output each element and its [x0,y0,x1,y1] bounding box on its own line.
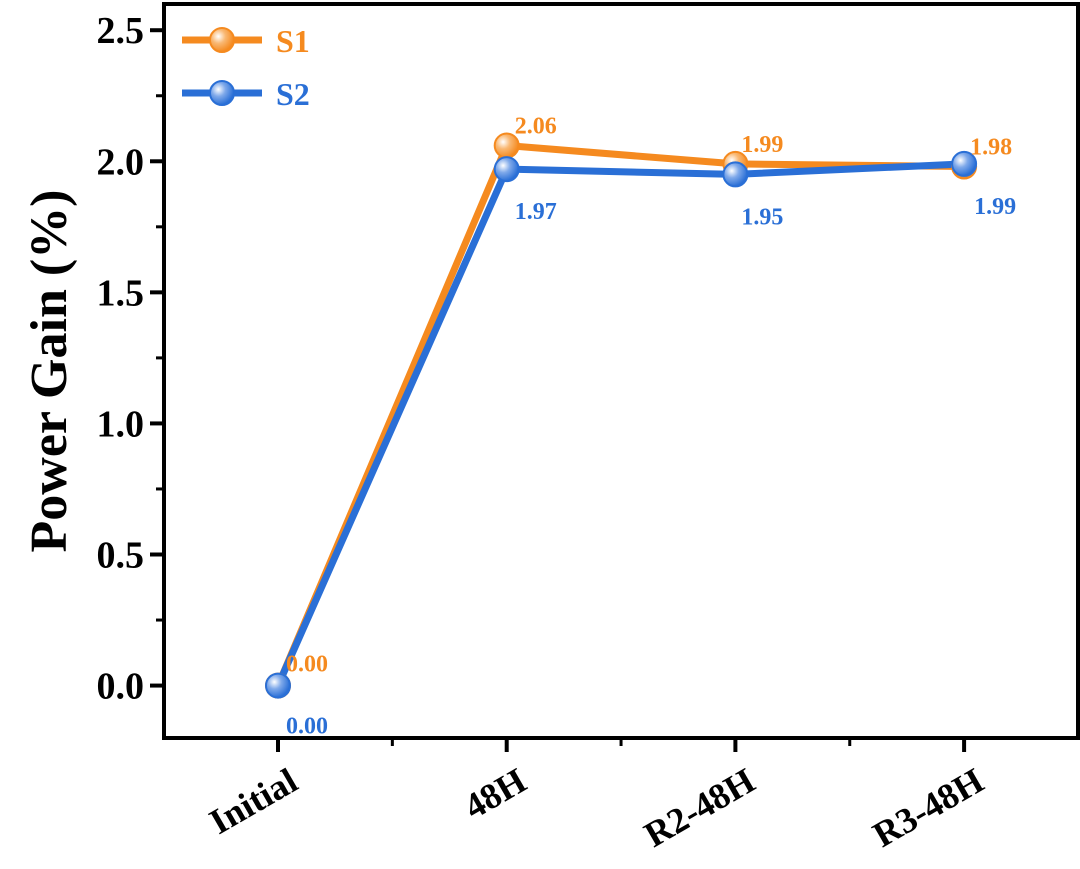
x-tick-label: R2-48H [637,760,761,855]
series-points [265,132,978,699]
data-label-s2: 1.95 [741,204,783,230]
x-tick-label: Initial [203,760,304,842]
legend-label-s1: S1 [276,23,310,59]
y-tick-label: 0.0 [97,666,145,708]
x-axis: Initial 48H R2-48H R3-48H [203,738,990,855]
y-tick-label: 1.0 [97,403,145,445]
data-point-s2 [265,672,291,699]
data-label-s1: 2.06 [515,114,557,140]
y-tick-label: 2.0 [97,141,145,183]
data-label-s1: 1.98 [970,135,1012,161]
series-lines [274,142,965,687]
data-labels: 0.00 2.06 1.99 1.98 0.00 1.97 1.95 1.99 [286,114,1016,740]
data-point-s2 [493,156,520,183]
data-label-s1: 1.99 [741,132,783,158]
series-line-s1 [274,142,965,687]
y-tick-label: 1.5 [97,272,145,314]
data-label-s1: 0.00 [286,652,328,678]
data-point-s2 [722,161,749,188]
y-axis-label: Power Gain (%) [21,190,78,553]
x-tick-label: 48H [457,760,532,827]
data-label-s2: 1.97 [515,199,557,225]
legend-label-s2: S2 [276,76,310,112]
y-tick-label: 0.5 [97,535,145,577]
y-axis: 0.0 0.5 1.0 1.5 2.0 2.5 [97,10,164,708]
y-tick-label: 2.5 [97,10,145,52]
series-line-s2 [274,160,965,687]
legend-marker-s1 [209,27,235,53]
data-label-s2: 1.99 [974,194,1016,220]
data-label-s2: 0.00 [286,714,328,740]
legend-marker-s2 [209,80,235,106]
data-point-s2 [951,150,978,177]
x-tick-label: R3-48H [866,760,990,855]
